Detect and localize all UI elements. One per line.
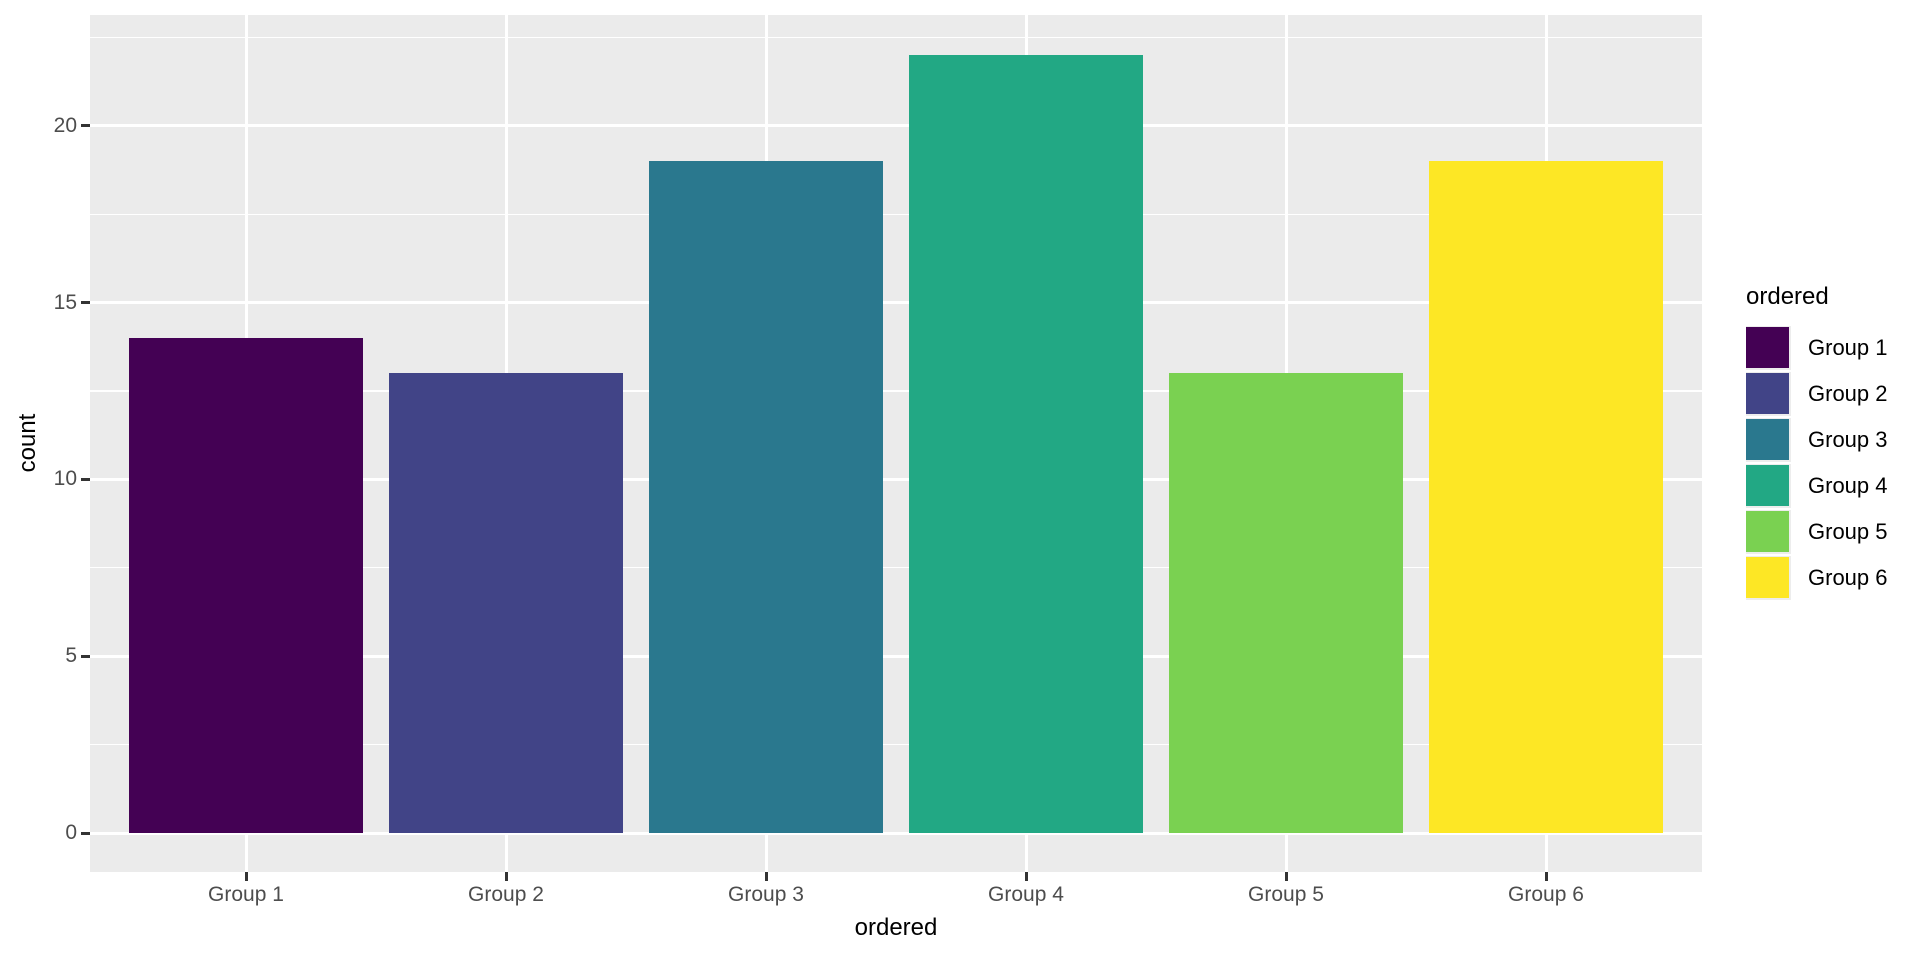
y-tick-label: 20 <box>53 113 77 137</box>
x-axis-tick <box>1284 872 1288 881</box>
x-tick-label: Group 5 <box>1248 883 1324 906</box>
legend-entry: Group 3 <box>1746 418 1888 462</box>
x-tick-label: Group 4 <box>988 883 1064 906</box>
x-axis-tick <box>764 872 768 881</box>
gridline-major <box>90 831 1702 835</box>
y-axis-tick <box>81 654 90 658</box>
bar-group-4 <box>909 55 1143 833</box>
legend-entries: Group 1 Group 2 Group 3 Group 4 Group 5 Group… <box>1746 326 1888 600</box>
legend-entry: Group 1 <box>1746 326 1888 370</box>
x-tick-label: Group 1 <box>208 883 284 906</box>
legend-entry-label: Group 5 <box>1808 519 1888 544</box>
legend-key-fill <box>1746 511 1789 552</box>
legend-entry-label: Group 2 <box>1808 381 1888 406</box>
legend-title: ordered <box>1746 283 1829 310</box>
y-tick-label: 10 <box>53 467 77 491</box>
legend-key-fill <box>1746 327 1789 368</box>
gridline-minor <box>90 567 1702 569</box>
y-axis-tick <box>81 124 90 128</box>
bar-group-2 <box>389 373 623 833</box>
legend-key-swatch <box>1746 464 1791 508</box>
x-tick-label: Group 3 <box>728 883 804 906</box>
gridline-minor <box>90 743 1702 746</box>
legend-entry-label: Group 6 <box>1808 565 1888 590</box>
y-tick-label: 15 <box>53 290 77 314</box>
gridline-minor <box>90 213 1702 215</box>
gridline-minor <box>90 390 1702 392</box>
legend-key-fill <box>1746 373 1789 414</box>
y-axis-tick <box>81 477 90 481</box>
x-axis-tick <box>504 872 508 881</box>
x-tick-label: Group 6 <box>1508 883 1584 906</box>
legend-entry-label: Group 4 <box>1808 473 1888 498</box>
gridline-major <box>90 301 1702 305</box>
y-axis-title: count <box>14 413 41 473</box>
legend-entry: Group 4 <box>1746 464 1888 508</box>
y-axis-tick <box>81 831 90 835</box>
gridline-minor <box>90 36 1702 39</box>
legend-key-swatch <box>1746 372 1791 416</box>
gridline-major <box>90 477 1702 481</box>
bar-group-1 <box>129 337 363 833</box>
y-axis-tick <box>81 301 90 305</box>
legend-entry: Group 6 <box>1746 556 1888 600</box>
x-tick-label: Group 2 <box>468 883 544 906</box>
bar-group-3 <box>649 161 883 833</box>
legend-entry: Group 2 <box>1746 372 1888 416</box>
bar-group-6 <box>1429 161 1663 833</box>
plot-panel <box>90 15 1702 872</box>
gridline-major <box>90 124 1702 128</box>
x-axis-tick <box>1544 872 1548 881</box>
legend-key-swatch <box>1746 510 1791 554</box>
legend-key-fill <box>1746 557 1789 598</box>
y-tick-label: 5 <box>65 644 77 668</box>
legend-key-fill <box>1746 419 1789 460</box>
legend-key-swatch <box>1746 556 1791 600</box>
legend-entry-label: Group 3 <box>1808 427 1888 452</box>
x-axis-tick <box>244 872 248 881</box>
legend: ordered Group 1 Group 2 Group 3 Group 4 Grou… <box>1746 284 1888 602</box>
bar-group-5 <box>1169 373 1403 833</box>
legend-key-fill <box>1746 465 1789 506</box>
x-axis-tick <box>1024 872 1028 881</box>
legend-entry-label: Group 1 <box>1808 335 1888 360</box>
legend-key-swatch <box>1746 418 1791 462</box>
y-tick-label: 0 <box>65 821 77 844</box>
legend-entry: Group 5 <box>1746 510 1888 554</box>
legend-key-swatch <box>1746 326 1791 370</box>
x-axis-title: ordered <box>854 914 938 941</box>
gridline-major <box>90 654 1702 658</box>
